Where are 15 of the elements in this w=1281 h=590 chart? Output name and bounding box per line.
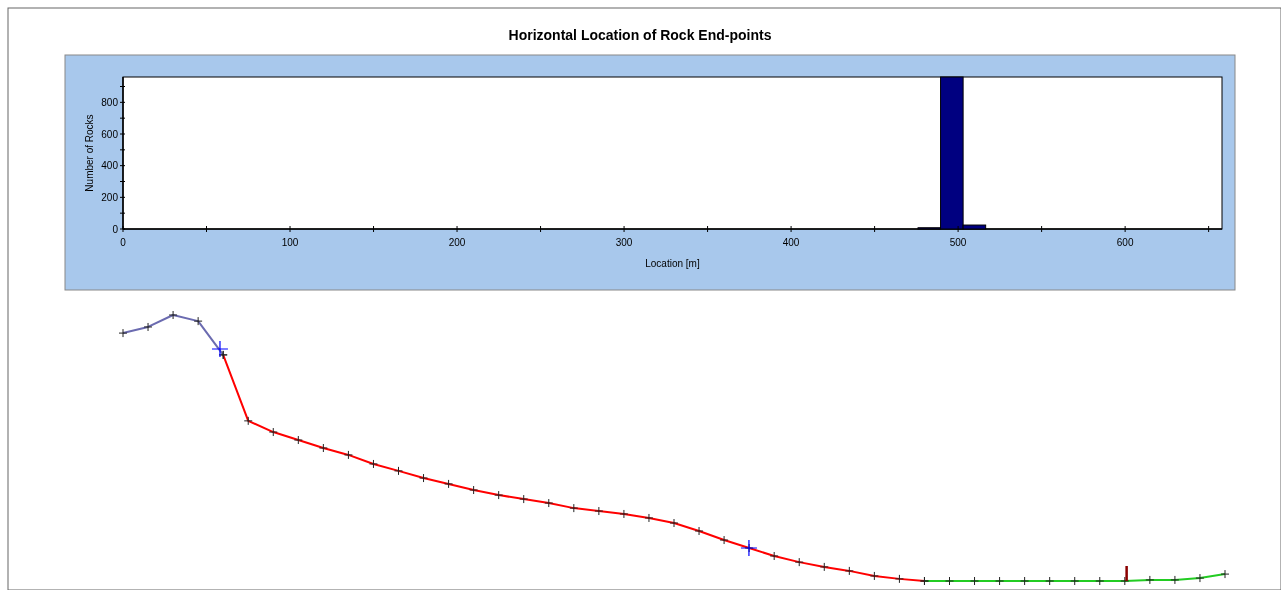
y-tick-label: 0 bbox=[112, 223, 119, 235]
x-tick-label: 600 bbox=[1116, 237, 1134, 248]
x-tick-label: 0 bbox=[120, 237, 127, 248]
y-axis-title: Number of Rocks bbox=[84, 114, 95, 192]
x-tick-label: 100 bbox=[281, 237, 299, 248]
y-tick-label: 800 bbox=[101, 96, 119, 108]
x-axis-title: Location [m] bbox=[645, 258, 700, 269]
y-tick-label: 600 bbox=[101, 128, 119, 140]
x-tick-label: 500 bbox=[949, 237, 967, 248]
y-tick-label: 400 bbox=[101, 160, 119, 172]
chart-title: Horizontal Location of Rock End-points bbox=[508, 27, 772, 43]
x-tick-label: 200 bbox=[448, 237, 466, 248]
x-tick-label: 400 bbox=[782, 237, 800, 248]
x-tick-label: 300 bbox=[615, 237, 633, 248]
y-tick-label: 200 bbox=[101, 191, 119, 203]
